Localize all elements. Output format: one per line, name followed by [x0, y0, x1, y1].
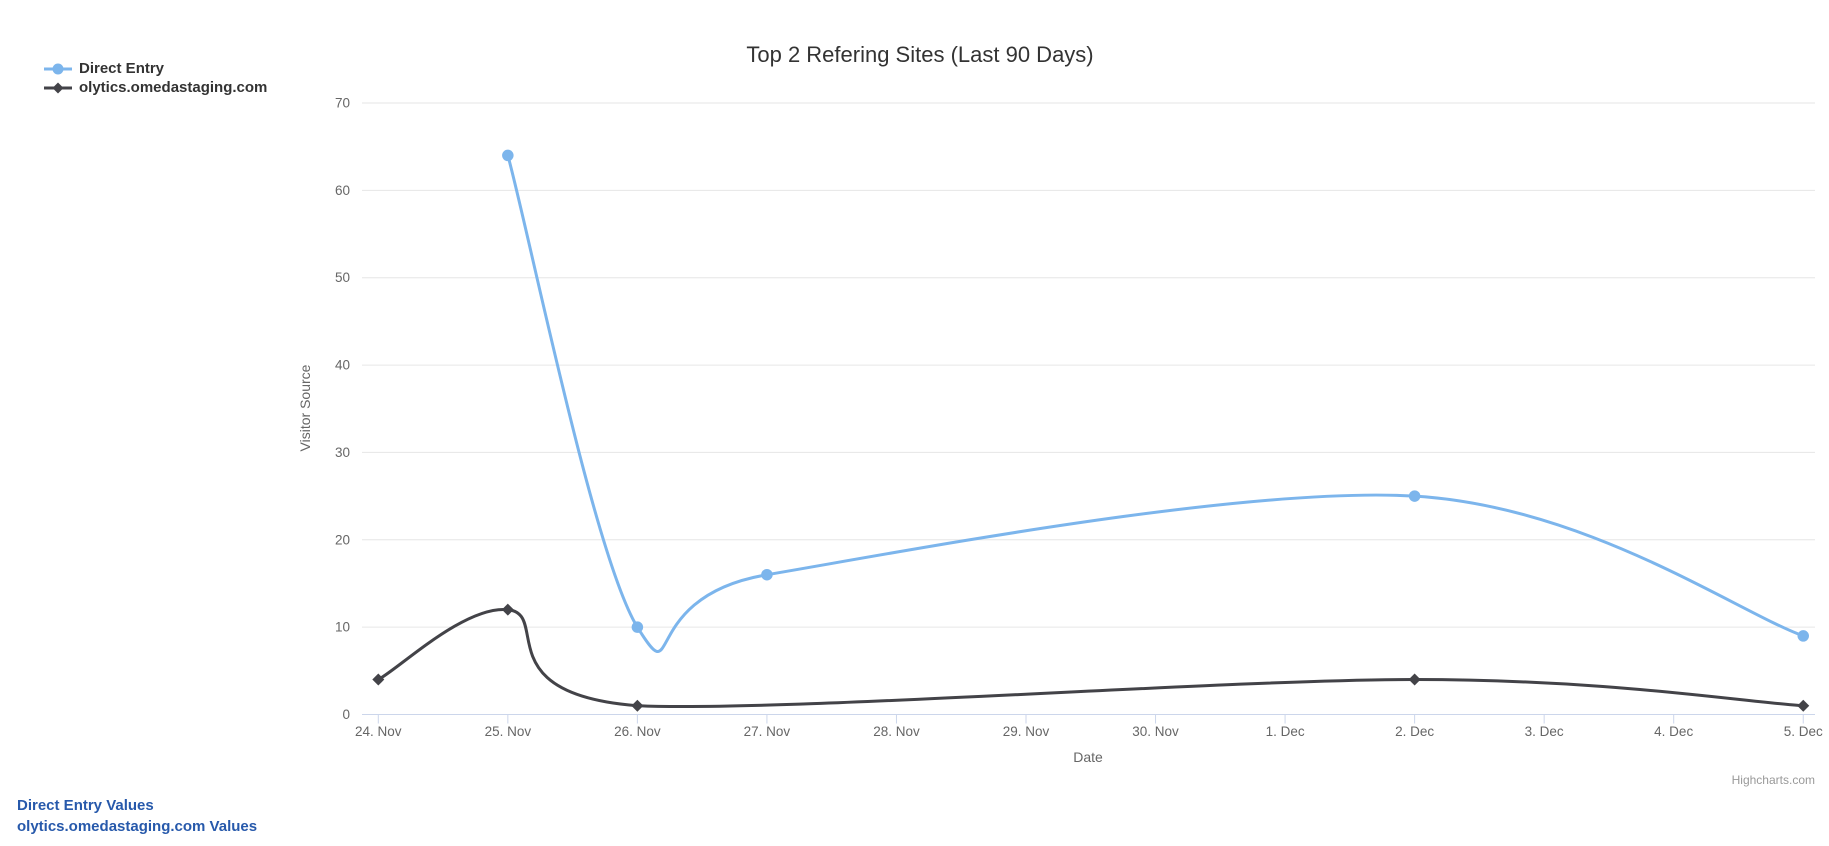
direct-entry-values-link[interactable]: Direct Entry Values — [17, 797, 154, 814]
data-point-marker[interactable] — [372, 673, 385, 686]
x-axis-tick-label: 25. Nov — [485, 724, 532, 739]
footer-links: Direct Entry Values olytics.omedastaging… — [17, 795, 257, 837]
y-axis-tick-label: 0 — [342, 707, 350, 722]
x-axis-tick-label: 29. Nov — [1003, 724, 1050, 739]
series-direct-entry — [502, 149, 1809, 653]
data-point-marker[interactable] — [1797, 630, 1809, 642]
x-axis-tick-label: 24. Nov — [355, 724, 402, 739]
legend-item-direct-entry[interactable]: Direct Entry — [43, 59, 267, 78]
series-olytics-omedastaging-com — [372, 603, 1810, 712]
olytics-values-link[interactable]: olytics.omedastaging.com Values — [17, 818, 258, 835]
data-point-marker[interactable] — [1408, 490, 1421, 502]
y-axis-tick-label: 10 — [335, 620, 350, 635]
legend-item-olytics[interactable]: olytics.omedastaging.com — [43, 78, 267, 97]
y-axis-tick-label: 70 — [335, 96, 350, 111]
legend-label: Direct Entry — [79, 60, 165, 77]
y-axis-title: Visitor Source — [297, 364, 313, 452]
x-axis-tick-label: 26. Nov — [614, 724, 661, 739]
x-axis-tick-label: 30. Nov — [1132, 724, 1179, 739]
data-point-marker[interactable] — [761, 568, 773, 581]
series-line — [506, 153, 1805, 653]
x-axis-title: Date — [1073, 749, 1103, 765]
data-point-marker[interactable] — [1408, 673, 1421, 686]
y-axis-tick-label: 20 — [335, 532, 350, 547]
x-axis-tick-label: 28. Nov — [873, 724, 920, 739]
chart-title: Top 2 Refering Sites (Last 90 Days) — [746, 42, 1094, 67]
y-axis-tick-label: 30 — [335, 445, 350, 460]
data-point-marker[interactable] — [631, 621, 644, 633]
x-axis-tick-label: 27. Nov — [744, 724, 791, 739]
x-axis-tick-label: 2. Dec — [1395, 724, 1434, 739]
y-axis-tick-label: 60 — [335, 183, 350, 198]
x-axis-tick-label: 3. Dec — [1525, 724, 1564, 739]
data-point-marker[interactable] — [501, 603, 514, 616]
highcharts-credit-link[interactable]: Highcharts.com — [1731, 773, 1815, 787]
legend-label: olytics.omedastaging.com — [79, 79, 268, 96]
data-point-marker[interactable] — [1797, 699, 1810, 712]
data-point-marker[interactable] — [631, 699, 644, 712]
legend-line-diamond-icon — [44, 82, 72, 93]
x-axis-tick-label: 1. Dec — [1266, 724, 1305, 739]
x-axis-tick-label: 4. Dec — [1654, 724, 1693, 739]
x-axis-tick-label: 5. Dec — [1784, 724, 1823, 739]
legend: Direct Entry olytics.omedastaging.com — [43, 59, 267, 97]
series-line — [376, 608, 1805, 709]
y-axis-tick-label: 50 — [335, 270, 350, 285]
data-point-marker[interactable] — [502, 149, 514, 162]
legend-line-circle-icon — [44, 63, 72, 74]
y-axis-tick-label: 40 — [335, 358, 350, 373]
